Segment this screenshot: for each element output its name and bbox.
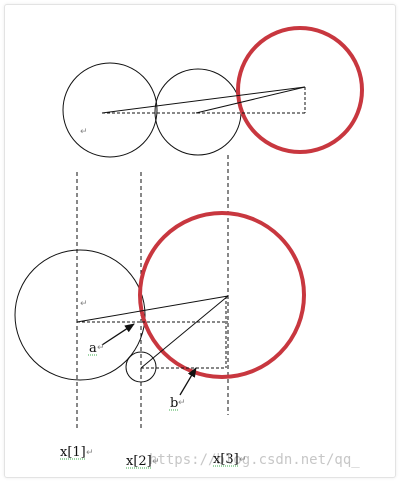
label-x3: x[3] (213, 452, 239, 467)
top-circle-right-highlighted (236, 26, 364, 154)
arrow-b (179, 367, 197, 396)
top-line-long (101, 86, 306, 114)
top-circle-middle (154, 68, 242, 156)
paragraph-mark-b: ↵ (178, 398, 186, 408)
bottom-line-upper (76, 295, 229, 323)
paragraph-mark-x1: ↵ (86, 448, 94, 458)
label-b: b (170, 396, 178, 411)
paragraph-mark-a: ↵ (97, 343, 105, 353)
paragraph-mark-x3: ↵ (239, 455, 247, 465)
bottom-circle-small (125, 351, 157, 383)
bottom-line-diagonal (140, 295, 229, 369)
label-a: a (89, 341, 97, 356)
paragraph-mark-x2: ↵ (152, 457, 160, 467)
bottom-circle-highlighted (138, 211, 306, 379)
label-x2: x[2] (126, 454, 152, 469)
bottom-circle-large (14, 249, 146, 381)
paragraph-mark-bottom: ↵ (80, 299, 88, 309)
paragraph-mark-top: ↵ (80, 127, 88, 137)
arrow-a (101, 323, 135, 346)
label-x1: x[1] (60, 445, 86, 460)
image-frame (4, 4, 396, 478)
watermark: https://blog.csdn.net/qq_ (149, 452, 360, 468)
top-circle-left (62, 62, 158, 158)
top-line-short (195, 86, 306, 114)
